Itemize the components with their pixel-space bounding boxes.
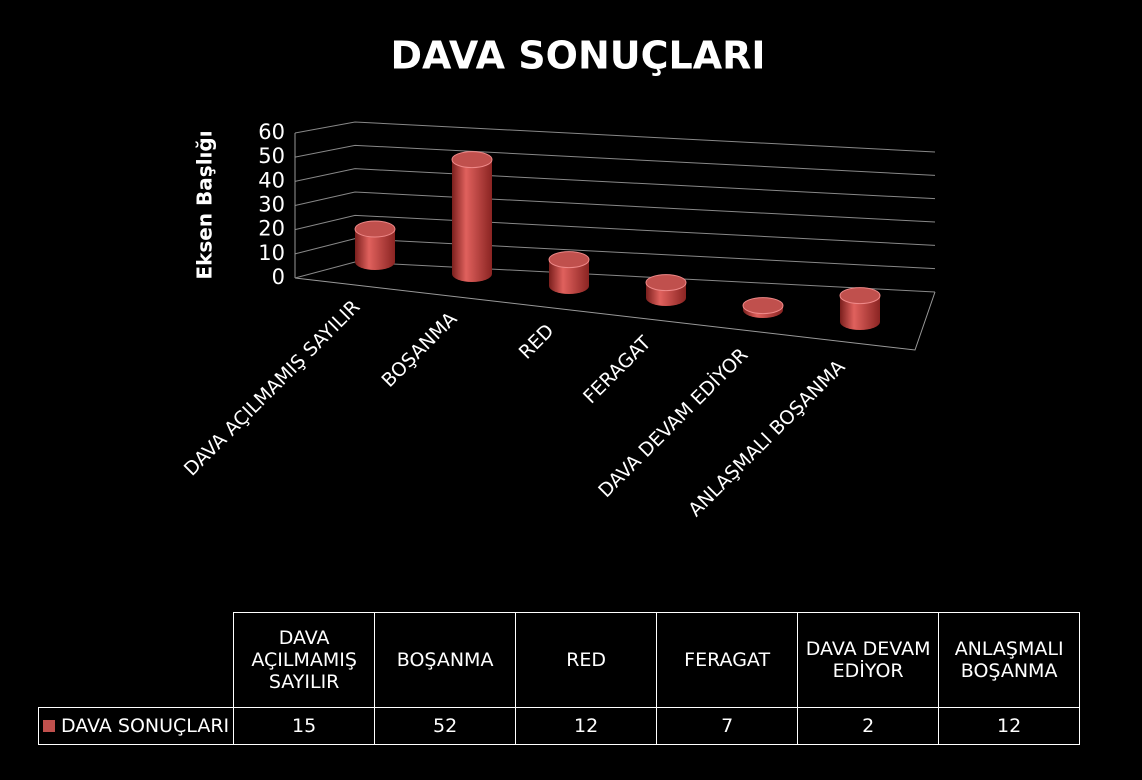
grid-line — [294, 121, 936, 153]
cylinder-body — [549, 259, 589, 294]
legend-cell: DAVA SONUÇLARI — [37, 707, 235, 745]
grid-line — [294, 191, 936, 223]
table-value: 12 — [515, 707, 658, 745]
cylinder-bar — [354, 220, 396, 270]
table-header: DAVA AÇILMAMIŞ SAYILIR — [233, 612, 376, 708]
x-tick-label: RED — [515, 320, 559, 364]
y-tick-label: 0 — [272, 265, 285, 289]
table-value: 12 — [938, 707, 1081, 745]
floor-edge — [294, 277, 936, 351]
grid-line — [294, 144, 936, 176]
y-tick-label: 40 — [258, 168, 285, 192]
cylinder-top — [451, 151, 493, 169]
chart-title: DAVA SONUÇLARI — [390, 34, 765, 78]
cylinder-top — [742, 297, 784, 315]
grid-line — [294, 214, 936, 246]
table-header: RED — [515, 612, 658, 708]
cylinder-bar — [548, 251, 590, 294]
legend-label: DAVA SONUÇLARI — [61, 715, 230, 737]
legend-swatch — [43, 720, 55, 732]
cylinder-body — [355, 229, 395, 270]
cylinder-top — [839, 287, 881, 305]
cylinder-bar — [451, 151, 493, 282]
cylinder-bar — [645, 274, 687, 306]
cylinder-body — [452, 159, 492, 282]
y-axis-label: Eksen Başlığı — [193, 130, 217, 279]
cylinder-top — [645, 274, 687, 292]
y-tick-label: 60 — [258, 120, 285, 144]
cylinder-bar — [839, 287, 881, 330]
table-value: 2 — [797, 707, 940, 745]
table-value: 7 — [656, 707, 799, 745]
grid-line — [294, 168, 936, 200]
y-tick-label: 30 — [258, 193, 285, 217]
table-value: 15 — [233, 707, 376, 745]
y-tick-label: 10 — [258, 241, 285, 265]
table-header: DAVA DEVAM EDİYOR — [797, 612, 940, 708]
table-header: BOŞANMA — [374, 612, 517, 708]
cylinder-top — [548, 251, 590, 269]
table-header: FERAGAT — [656, 612, 799, 708]
x-tick-label: DAVA AÇILMAMIŞ SAYILIR — [180, 296, 365, 481]
x-tick-label: BOŞANMA — [378, 308, 462, 392]
y-tick-label: 50 — [258, 144, 285, 168]
x-tick-label: FERAGAT — [579, 332, 656, 409]
cylinder-top — [354, 220, 396, 238]
table-value: 52 — [374, 707, 517, 745]
cylinder-bar — [742, 297, 784, 318]
blank-cell — [39, 613, 234, 708]
y-tick-label: 20 — [258, 217, 285, 241]
cylinder-body — [840, 295, 880, 330]
table-header: ANLAŞMALI BOŞANMA — [938, 612, 1081, 708]
data-table: DAVA AÇILMAMIŞ SAYILIR BOŞANMA RED FERAGAT D… — [37, 612, 1081, 745]
